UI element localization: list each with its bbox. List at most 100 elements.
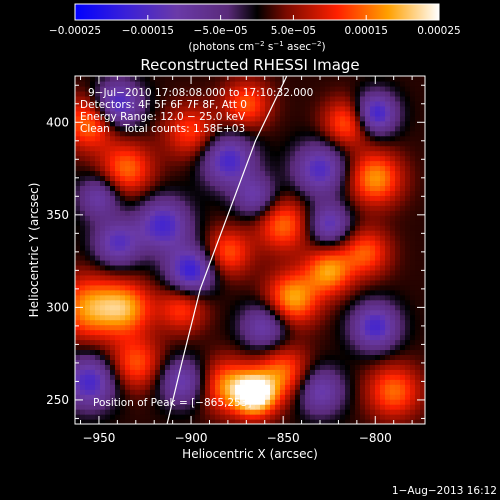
heatmap-cell xyxy=(75,95,81,102)
heatmap-cell xyxy=(85,354,91,360)
heatmap-cell xyxy=(310,374,316,380)
heatmap-cell xyxy=(120,180,126,186)
heatmap-cell xyxy=(110,230,116,236)
heatmap-cell xyxy=(155,274,161,281)
heatmap-cell xyxy=(400,389,406,395)
heatmap-cell xyxy=(85,269,91,276)
heatmap-cell xyxy=(90,339,96,346)
heatmap-cell xyxy=(220,334,226,341)
heatmap-cell xyxy=(365,230,371,236)
heatmap-cell xyxy=(115,240,121,246)
heatmap-cell xyxy=(395,165,401,172)
heatmap-cell xyxy=(105,215,111,221)
heatmap-cell xyxy=(90,95,96,102)
heatmap-cell xyxy=(415,294,421,301)
heatmap-cell xyxy=(175,90,181,97)
heatmap-cell xyxy=(120,185,126,191)
heatmap-cell xyxy=(315,254,321,261)
heatmap-cell xyxy=(110,100,116,107)
heatmap-cell xyxy=(155,90,161,97)
heatmap-cell xyxy=(170,359,176,365)
heatmap-cell xyxy=(120,225,126,231)
heatmap-cell xyxy=(375,165,381,172)
heatmap-cell xyxy=(125,389,131,395)
heatmap-cell xyxy=(270,240,276,246)
heatmap-cell xyxy=(340,399,346,405)
heatmap-cell xyxy=(335,110,341,117)
heatmap-cell xyxy=(200,364,206,370)
heatmap-cell xyxy=(245,409,251,415)
heatmap-cell xyxy=(335,394,341,400)
heatmap-cell xyxy=(120,344,126,351)
heatmap-cell xyxy=(225,254,231,261)
heatmap-cell xyxy=(160,190,166,196)
heatmap-cell xyxy=(365,304,371,311)
heatmap-cell xyxy=(300,294,306,301)
heatmap-cell xyxy=(320,379,326,385)
heatmap-cell xyxy=(290,269,296,276)
heatmap-cell xyxy=(165,100,171,107)
heatmap-cell xyxy=(360,334,366,341)
heatmap-cell xyxy=(140,404,146,410)
heatmap-cell xyxy=(255,165,261,172)
heatmap-cell xyxy=(150,135,156,142)
heatmap-cell xyxy=(385,105,391,112)
heatmap-cell xyxy=(190,135,196,142)
heatmap-cell xyxy=(100,160,106,167)
heatmap-cell xyxy=(375,160,381,167)
heatmap-cell xyxy=(190,185,196,191)
heatmap-cell xyxy=(230,195,236,201)
heatmap-cell xyxy=(230,349,236,355)
heatmap-cell xyxy=(315,170,321,177)
heatmap-cell xyxy=(330,324,336,331)
heatmap-cell xyxy=(80,369,86,375)
heatmap-cell xyxy=(175,334,181,341)
heatmap-cell xyxy=(210,76,216,82)
heatmap-cell xyxy=(150,85,156,92)
heatmap-cell xyxy=(135,90,141,97)
heatmap-cell xyxy=(365,175,371,181)
heatmap-cell xyxy=(110,334,116,341)
heatmap-cell xyxy=(325,299,331,306)
heatmap-cell xyxy=(270,349,276,355)
heatmap-cell xyxy=(105,185,111,191)
heatmap-cell xyxy=(395,364,401,370)
heatmap-cell xyxy=(420,76,425,82)
heatmap-cell xyxy=(345,100,351,107)
heatmap-cell xyxy=(360,279,366,286)
heatmap-cell xyxy=(185,105,191,112)
heatmap-cell xyxy=(345,344,351,351)
heatmap-cell xyxy=(140,80,146,87)
heatmap-cell xyxy=(285,140,291,147)
heatmap-cell xyxy=(90,140,96,147)
heatmap-cell xyxy=(130,165,136,172)
heatmap-cell xyxy=(345,185,351,191)
heatmap-cell xyxy=(100,205,106,211)
heatmap-cell xyxy=(360,105,366,112)
heatmap-cell xyxy=(180,334,186,341)
heatmap-cell xyxy=(395,95,401,102)
heatmap-cell xyxy=(305,240,311,246)
heatmap-cell xyxy=(275,155,281,162)
heatmap-cell xyxy=(335,359,341,365)
heatmap-cell xyxy=(270,90,276,97)
heatmap-cell xyxy=(265,80,271,87)
heatmap-cell xyxy=(410,220,416,226)
heatmap-cell xyxy=(345,90,351,97)
heatmap-cell xyxy=(120,95,126,102)
heatmap-cell xyxy=(255,264,261,271)
heatmap-cell xyxy=(85,170,91,177)
heatmap-cell xyxy=(90,160,96,167)
heatmap-cell xyxy=(385,369,391,375)
heatmap-cell xyxy=(90,120,96,127)
heatmap-cell xyxy=(295,155,301,162)
heatmap-cell xyxy=(270,259,276,266)
heatmap-cell xyxy=(245,120,251,127)
heatmap-cell xyxy=(115,374,121,380)
heatmap-cell xyxy=(125,135,131,142)
heatmap-cell xyxy=(340,284,346,291)
heatmap-cell xyxy=(145,170,151,177)
heatmap-cell xyxy=(160,235,166,241)
heatmap-cell xyxy=(305,200,311,206)
heatmap-cell xyxy=(375,389,381,395)
